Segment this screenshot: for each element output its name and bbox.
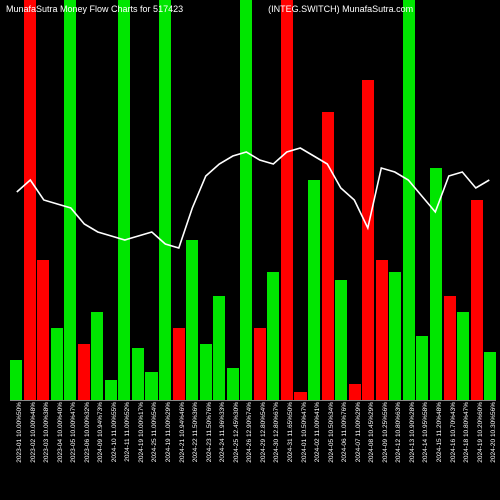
title-left: MunafaSutra Money Flow Charts for 517423 xyxy=(6,4,183,14)
overlay-line xyxy=(10,0,496,400)
title-right: (INTEG.SWITCH) MunafaSutra.com xyxy=(268,4,413,14)
money-flow-chart xyxy=(10,0,496,400)
chart-title: MunafaSutra Money Flow Charts for 517423… xyxy=(0,0,500,18)
